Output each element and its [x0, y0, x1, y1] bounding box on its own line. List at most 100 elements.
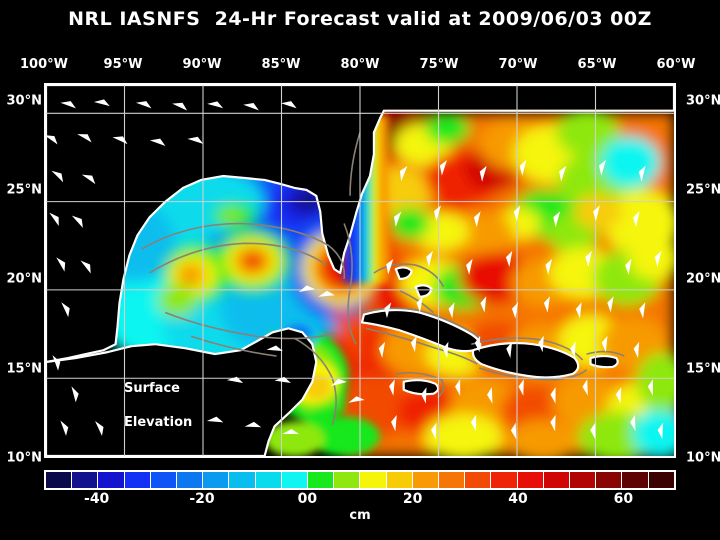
current-vector-barb	[598, 159, 606, 176]
current-vector-barb	[172, 102, 188, 111]
current-vector-barb	[282, 428, 299, 435]
current-vector-barb	[348, 396, 365, 403]
lon-tick-label: 100°W	[20, 57, 68, 72]
colorbar-cell	[439, 472, 466, 488]
current-vector-barb	[473, 211, 481, 228]
current-vector-barb	[135, 101, 152, 109]
current-vector-barb	[274, 376, 291, 383]
current-vector-barb	[545, 258, 553, 275]
current-vector-barb	[519, 159, 527, 176]
colorbar-cell	[465, 472, 492, 488]
lon-tick-label: 95°W	[103, 57, 143, 72]
colorbar-cell	[491, 472, 518, 488]
current-vector-barb	[71, 215, 83, 228]
colorbar-cell	[360, 472, 387, 488]
colorbar-cell	[517, 472, 544, 488]
annotation-line-2: Elevation	[124, 415, 193, 430]
current-vector-barb	[607, 296, 614, 313]
current-vector-barb	[538, 335, 544, 353]
lat-tick-label: 20°N	[686, 271, 720, 287]
current-vector-barb	[431, 422, 437, 440]
current-vector-barb	[416, 296, 423, 313]
current-vector-barb	[506, 341, 513, 359]
page-title: NRL IASNFS 24-Hr Forecast valid at 2009/…	[68, 8, 652, 30]
current-vector-barb	[93, 99, 110, 107]
current-vector-barb	[550, 414, 556, 432]
colorbar-cell	[281, 472, 309, 488]
current-vector-barb	[71, 386, 79, 403]
map-plot-area: Surface Elevation	[44, 83, 676, 458]
current-vector-barb	[266, 345, 283, 352]
colorbar-cell	[543, 472, 571, 488]
colorbar-cell	[255, 472, 282, 488]
current-vector-barb	[505, 250, 513, 268]
colorbar-cell	[648, 472, 674, 488]
current-vector-barb	[466, 258, 473, 275]
lat-tick-label: 10°N	[686, 450, 720, 466]
current-vector-barb	[513, 205, 521, 222]
current-vector-barb	[510, 422, 517, 440]
current-vector-barb	[575, 302, 582, 319]
current-vector-barb	[470, 414, 477, 432]
current-vector-barb	[318, 290, 335, 297]
current-vector-barb	[570, 341, 576, 359]
current-vector-barb	[639, 302, 646, 319]
current-vector-barb	[51, 170, 64, 183]
colorbar-cell	[72, 472, 99, 488]
current-vector-barb	[487, 387, 493, 404]
colorbar-cell	[177, 472, 204, 488]
colorbar-cell	[412, 472, 440, 488]
current-vector-barb	[518, 379, 524, 396]
current-vector-barb	[389, 379, 395, 396]
current-vector-barb	[391, 414, 397, 432]
colorbar-tick-label: 40	[508, 491, 528, 507]
current-vector-barb	[187, 136, 204, 144]
current-vector-barb	[46, 135, 58, 145]
current-vector-barb	[330, 378, 347, 387]
current-vector-barb	[112, 136, 128, 145]
current-vector-barb	[474, 335, 481, 353]
current-vector-barb	[543, 296, 550, 313]
current-vectors	[46, 99, 663, 440]
current-vector-barb	[632, 211, 640, 228]
current-vector-barb	[559, 165, 567, 182]
current-vector-barb	[378, 341, 386, 359]
current-vector-barb	[553, 211, 561, 228]
current-vector-barb	[56, 257, 66, 272]
current-vector-barb	[442, 341, 449, 359]
graticule	[46, 85, 674, 456]
colorbar-tick-label: 60	[613, 491, 634, 507]
current-vector-barb	[647, 379, 653, 396]
current-vector-barb	[601, 335, 608, 353]
colorbar-cell	[570, 472, 597, 488]
current-vector-barb	[480, 296, 487, 313]
colorbar-tick-label: -40	[84, 491, 110, 507]
current-vector-barb	[206, 416, 224, 423]
longitude-axis-labels: 100°W 95°W 90°W 85°W 80°W 75°W 70°W 65°W 60°W	[0, 57, 720, 75]
current-vector-barb	[49, 212, 59, 227]
current-vector-barb	[386, 258, 394, 275]
lat-tick-label: 25°N	[6, 182, 42, 198]
colorbar	[44, 470, 676, 490]
current-vector-barb	[244, 421, 262, 428]
current-vector-barb	[52, 355, 61, 371]
lon-tick-label: 75°W	[419, 57, 459, 72]
current-vector-barb	[243, 103, 259, 111]
colorbar-cell	[203, 472, 230, 488]
colorbar-tick-label: 20	[402, 491, 423, 507]
colorbar-unit-label: cm	[349, 508, 371, 523]
lon-tick-label: 80°W	[340, 57, 380, 72]
current-vector-barb	[61, 302, 70, 318]
colorbar-cell	[334, 472, 361, 488]
current-vector-barb	[95, 420, 104, 436]
lon-tick-label: 70°W	[498, 57, 538, 72]
current-vector-barb	[298, 285, 315, 292]
current-vector-barb	[448, 302, 455, 319]
colorbar-tick-label: -20	[189, 491, 215, 507]
lon-tick-label: 65°W	[577, 57, 617, 72]
current-vector-barb	[60, 420, 69, 436]
current-vector-barb	[60, 101, 76, 109]
lat-tick-label: 25°N	[686, 182, 720, 198]
current-vector-barb	[455, 379, 461, 396]
current-vector-barb	[585, 250, 592, 267]
